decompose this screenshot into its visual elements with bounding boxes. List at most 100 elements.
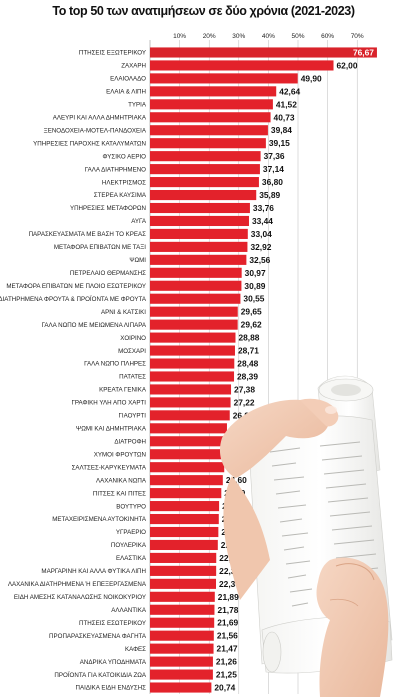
category-label: ΗΛΕΚΤΡΙΣΜΟΣ	[102, 179, 146, 186]
value-label: 21,89	[218, 592, 239, 602]
bar	[150, 99, 273, 110]
bar	[150, 177, 259, 188]
bar	[150, 578, 217, 589]
bar	[150, 643, 214, 654]
bar	[150, 475, 223, 486]
bar	[150, 228, 248, 239]
value-label: 42,64	[279, 86, 300, 96]
category-label: ΧΟΙΡΙΝΟ	[120, 335, 146, 342]
bar	[150, 189, 257, 201]
bar	[150, 630, 214, 641]
bar	[150, 384, 232, 395]
category-label: ΔΙΑΤΡΟΦΗ	[114, 438, 146, 445]
value-label: 33,44	[252, 216, 273, 226]
category-label: ΥΠΗΡΕΣΙΕΣ ΠΑΡΟΧΗΣ ΚΑΤΑΛΥΜΑΤΩΝ	[33, 140, 146, 147]
value-label: 27,22	[234, 397, 255, 407]
bar	[150, 319, 238, 330]
value-label: 25,36	[228, 436, 249, 446]
x-tick-label: 50%	[291, 33, 304, 40]
category-labels: ΠΤΗΣΕΙΣ ΕΞΩΤΕΡΙΚΟΥ 76,67 ΖΑΧΑΡΗ 62,00 ΕΛΑΙΟΛ…	[0, 47, 374, 692]
category-label: ΜΟΣΧΑΡΙ	[118, 348, 146, 355]
value-label: 21,56	[217, 631, 238, 641]
bar	[150, 345, 235, 356]
bar	[150, 215, 249, 227]
value-label: 40,73	[274, 112, 295, 122]
category-label: ΠΤΗΣΕΙΣ ΕΞΩΤΕΡΙΚΟΥ	[79, 50, 146, 57]
value-label: 24,60	[226, 475, 247, 485]
category-label: ΕΛΑΣΤΙΚΑ	[116, 555, 147, 562]
value-label: 41,52	[276, 99, 297, 109]
value-label: 32,92	[250, 242, 271, 252]
category-label: ΠΡΟΪΟΝΤΑ ΓΙΑ ΚΑΤΟΙΚΙΔΙΑ ΖΩΑ	[54, 672, 146, 679]
category-label: ΦΥΣΙΚΟ ΑΕΡΙΟ	[103, 153, 147, 160]
bar	[150, 241, 248, 252]
bar	[150, 138, 266, 149]
category-label: ΑΡΝΙ & ΚΑΤΣΙΚΙ	[101, 309, 146, 316]
bar	[150, 280, 242, 291]
category-label: ΠΑΤΑΤΕΣ	[119, 374, 146, 381]
category-label: ΠΙΤΣΕΣ ΚΑΙ ΠΙΤΕΣ	[93, 490, 146, 497]
bar	[150, 60, 334, 71]
bar	[150, 332, 236, 343]
category-label: ΤΥΡΙΑ	[128, 102, 147, 109]
value-label: 37,36	[264, 151, 285, 161]
category-label: ΖΑΧΑΡΗ	[121, 63, 146, 70]
bar	[150, 293, 241, 304]
value-label: 30,89	[244, 281, 265, 291]
value-label: 36,80	[262, 177, 283, 187]
value-label: 27,38	[234, 384, 255, 394]
value-label: 21,26	[216, 657, 237, 667]
category-label: ΑΝΔΡΙΚΑ ΥΠΟΔΗΜΑΤΑ	[80, 659, 147, 666]
category-label: ΑΛΕΥΡΙ ΚΑΙ ΑΛΛΑ ΔΗΜΗΤΡΙΑΚΑ	[53, 114, 147, 121]
bar	[150, 682, 212, 693]
bar	[150, 565, 217, 576]
bar	[150, 410, 230, 421]
value-label: 28,48	[237, 359, 258, 369]
category-label: ΛΑΧΑΝΙΚΑ ΔΙΑΤΗΡΗΜΕΝΑ Ή ΕΠΕΞΕΡΓΑΣΜΕΝΑ	[8, 581, 147, 588]
value-label: 37,14	[263, 164, 284, 174]
value-label: 76,67	[353, 47, 374, 57]
value-label: 33,76	[253, 203, 274, 213]
category-label: ΒΟΥΤΥΡΟ	[116, 503, 146, 510]
category-label: ΓΑΛΑ ΔΙΑΤΗΡΗΜΕΝΟ	[85, 166, 146, 173]
bar	[150, 397, 231, 408]
value-label: 33,04	[251, 229, 272, 239]
x-tick-label: 70%	[351, 33, 364, 40]
value-label: 39,84	[271, 125, 292, 135]
bar	[150, 202, 250, 214]
category-label: ΓΡΑΦΙΚΗ ΥΛΗ ΑΠΟ ΧΑΡΤΙ	[71, 400, 146, 407]
value-label: 20,74	[214, 683, 235, 693]
chart-title: Το top 50 των ανατιμήσεων σε δύο χρόνια …	[52, 4, 355, 18]
category-label: ΜΑΡΓΑΡΙΝΗ ΚΑΙ ΑΛΛΑ ΦΥΤΙΚΑ ΛΙΠΗ	[41, 568, 146, 575]
value-label: 49,90	[301, 73, 322, 83]
category-label: ΠΕΤΡΕΛΑΙΟ ΘΕΡΜΑΝΣΗΣ	[70, 270, 146, 277]
category-label: ΕΛΑΙΟΛΑΔΟ	[110, 76, 146, 83]
bar	[150, 552, 217, 563]
bar	[150, 164, 260, 175]
bar	[150, 267, 242, 278]
category-label: ΠΟΥΛΕΡΙΚΑ	[111, 542, 147, 549]
x-tick-label: 60%	[321, 33, 334, 40]
category-label: ΥΠΗΡΕΣΙΕΣ ΜΕΤΑΦΟΡΩΝ	[70, 205, 146, 212]
bar	[150, 371, 235, 382]
category-label: ΠΡΟΠΑΡΑΣΚΕΥΑΣΜΕΝΑ ΦΑΓΗΤΑ	[49, 633, 147, 640]
bar	[150, 617, 215, 628]
category-label: ΚΑΦΕΣ	[125, 646, 146, 653]
category-label: ΜΕΤΑΦΟΡΑ ΕΠΙΒΑΤΩΝ ΜΕ ΤΑΞΙ	[54, 244, 146, 251]
value-label: 22,30	[219, 579, 240, 589]
category-label: ΕΙΔΗ ΑΜΕΣΗΣ ΚΑΤΑΝΑΛΩΣΗΣ ΝΟΙΚΟΚΥΡΙΟΥ	[14, 594, 146, 601]
value-label: 22,35	[219, 566, 240, 576]
bar	[150, 513, 219, 525]
bar	[150, 254, 247, 265]
bars	[150, 47, 377, 693]
bar	[150, 125, 268, 136]
bar	[150, 501, 220, 512]
value-label: 23,34	[222, 501, 243, 511]
bar	[150, 488, 222, 499]
value-label: 24,09	[224, 488, 245, 498]
value-label: 21,69	[217, 618, 238, 628]
category-label: ΠΑΙΔΙΚΑ ΕΙΔΗ ΕΝΔΥΣΗΣ	[76, 685, 147, 692]
bar	[150, 591, 215, 602]
category-label: ΜΕΤΑΧΕΙΡΙΣΜΕΝΑ ΑΥΤΟΚΙΝΗΤΑ	[52, 516, 147, 523]
